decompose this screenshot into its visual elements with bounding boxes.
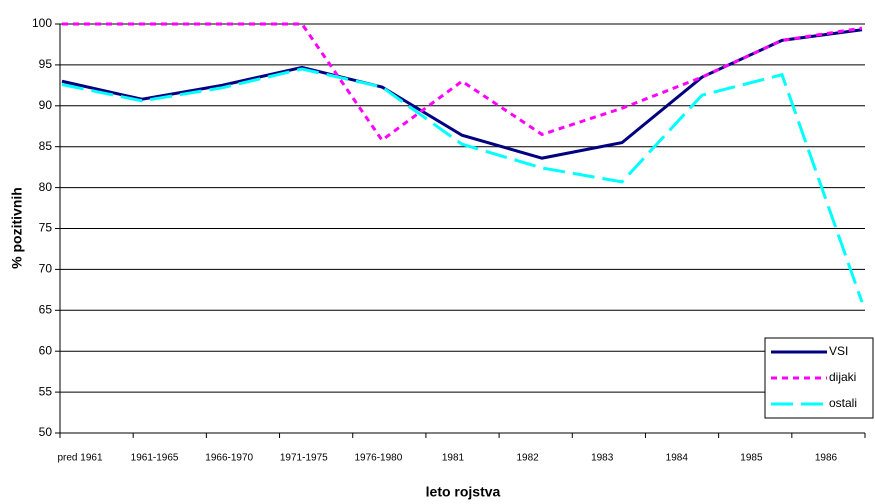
- y-tick-label: 95: [39, 57, 53, 71]
- x-tick-label: 1983: [591, 453, 614, 464]
- legend-label: VSI: [829, 344, 848, 358]
- x-tick-label: 1961-1965: [131, 453, 179, 464]
- y-tick-label: 100: [32, 16, 52, 30]
- x-tick-label: pred 1961: [57, 453, 102, 464]
- x-tick-label: 1985: [740, 453, 763, 464]
- y-tick-label: 50: [39, 425, 53, 439]
- y-tick-label: 75: [39, 221, 53, 235]
- x-tick-label: 1971-1975: [280, 453, 328, 464]
- y-tick-label: 90: [39, 98, 53, 112]
- x-tick-label: 1986: [815, 453, 838, 464]
- x-axis-label: leto rojstva: [426, 484, 501, 500]
- y-tick-label: 65: [39, 302, 53, 316]
- x-tick-label: 1984: [666, 453, 689, 464]
- legend-label: ostali: [829, 396, 857, 410]
- x-tick-label: 1966-1970: [205, 453, 253, 464]
- series-line: [62, 22, 863, 143]
- y-tick-label: 60: [39, 343, 53, 357]
- y-axis-label: % pozitivnih: [9, 187, 25, 269]
- y-tick-label: 70: [39, 262, 53, 276]
- y-tick-label: 85: [39, 139, 53, 153]
- x-tick-label: 1982: [516, 453, 539, 464]
- x-tick-label: 1976-1980: [354, 453, 402, 464]
- y-tick-label: 55: [39, 384, 53, 398]
- series-line: [61, 67, 864, 303]
- x-tick-label: 1981: [442, 453, 465, 464]
- y-tick-label: 80: [39, 180, 53, 194]
- legend-label: dijaki: [829, 370, 856, 384]
